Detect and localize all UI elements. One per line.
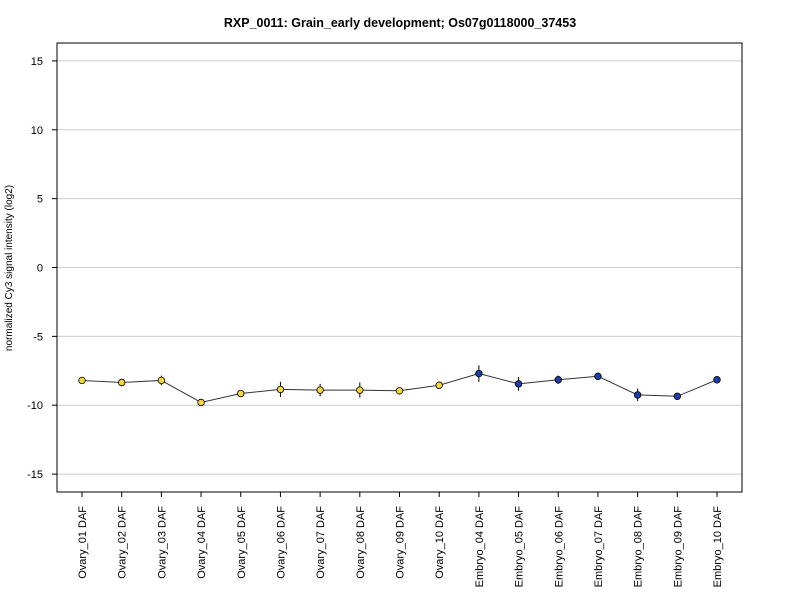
x-tick-label: Embryo_10 DAF: [712, 506, 724, 588]
x-tick-label: Embryo_09 DAF: [672, 506, 684, 588]
data-point: [435, 381, 443, 389]
data-point: [395, 387, 404, 395]
x-tick-label: Ovary_10 DAF: [434, 506, 446, 579]
x-tick-label: Ovary_02 DAF: [117, 506, 129, 579]
data-point: [673, 392, 682, 400]
x-tick-label: Embryo_07 DAF: [593, 506, 605, 588]
y-axis-label: normalized Cy3 signal intensity (log2): [4, 185, 15, 351]
x-tick-label: Ovary_09 DAF: [395, 506, 407, 579]
plot-frame: [56, 42, 743, 493]
data-point: [475, 369, 483, 378]
data-point: [713, 376, 721, 384]
axes: -15 -10 -5 0 5 10 15 Ovary_01 DAF Ovary_02 DAF Ov…: [27, 56, 724, 587]
x-tick-label: Embryo_08 DAF: [633, 506, 645, 588]
x-tick-label: Ovary_08 DAF: [355, 506, 367, 579]
y-tick-label: 0: [37, 263, 43, 275]
x-tick-label: Ovary_01 DAF: [77, 506, 89, 579]
y-tick-label: 5: [37, 194, 43, 206]
x-tick-label: Embryo_06 DAF: [553, 506, 565, 588]
data-series: [78, 365, 721, 407]
x-tick-label: Embryo_05 DAF: [514, 506, 526, 588]
grid-lines: [57, 60, 742, 475]
x-tick-label: Ovary_06 DAF: [275, 506, 287, 579]
data-point: [276, 385, 285, 394]
y-tick-label: -15: [27, 469, 43, 481]
data-point: [594, 372, 602, 381]
data-point: [514, 380, 523, 388]
data-point: [197, 398, 205, 407]
data-point: [356, 386, 364, 394]
data-point: [237, 389, 245, 398]
data-point: [78, 376, 86, 385]
y-tick-label: 10: [31, 125, 43, 137]
y-tick-label: -5: [33, 331, 43, 343]
data-point: [157, 376, 166, 385]
data-point: [117, 378, 126, 387]
data-point: [316, 386, 324, 394]
x-tick-label: Embryo_04 DAF: [474, 506, 486, 588]
data-point: [554, 376, 562, 384]
data-point: [633, 391, 642, 399]
x-tick-label: Ovary_04 DAF: [196, 506, 208, 579]
x-tick-label: Ovary_05 DAF: [236, 506, 248, 579]
chart-title: RXP_0011: Grain_early development; Os07g…: [224, 16, 576, 30]
y-tick-label: -10: [27, 400, 43, 412]
y-tick-label: 15: [31, 56, 43, 68]
x-tick-label: Ovary_07 DAF: [315, 506, 327, 579]
x-tick-label: Ovary_03 DAF: [156, 506, 168, 579]
